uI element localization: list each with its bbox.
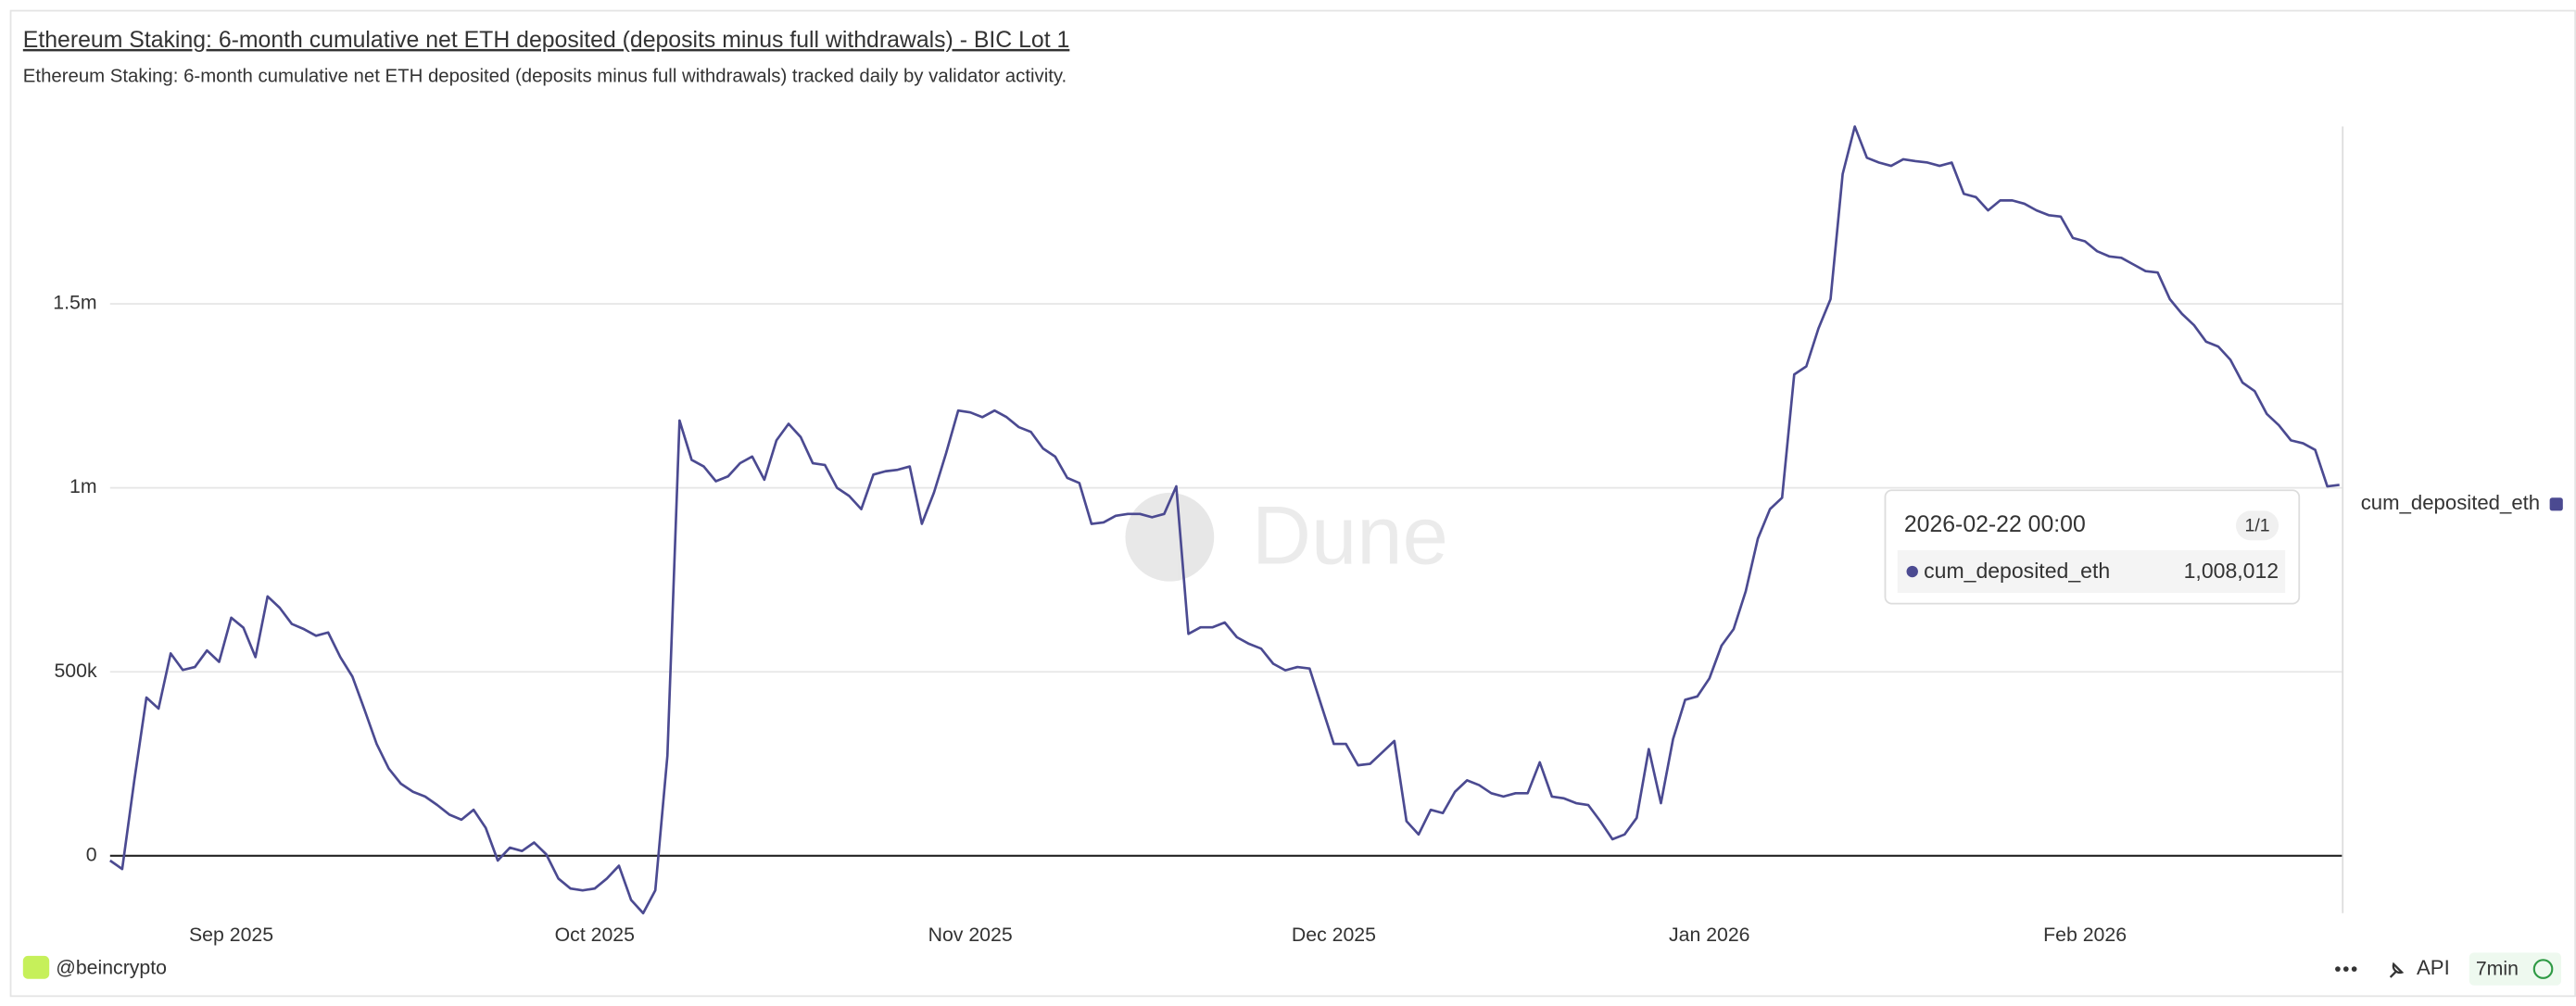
x-tick-label: Sep 2025 xyxy=(189,924,273,946)
y-tick-label: 1m xyxy=(69,475,97,497)
watermark-text: Dune xyxy=(1252,490,1448,582)
tooltip-counter: 1/1 xyxy=(2244,515,2269,535)
tooltip-title: 2026-02-22 00:00 xyxy=(1904,512,2086,537)
x-tick-label: Nov 2025 xyxy=(928,924,1013,946)
series-line xyxy=(109,125,2340,915)
api-icon xyxy=(2389,962,2405,978)
x-tick-label: Jan 2026 xyxy=(1669,924,1750,946)
y-tick-label: 1.5m xyxy=(53,292,96,314)
tooltip: 2026-02-22 00:00 1/1 cum_deposited_eth 1… xyxy=(1884,489,2301,605)
tooltip-counter-bg xyxy=(2235,510,2279,541)
x-tick-label: Dec 2025 xyxy=(1292,924,1376,946)
x-tick-label: Feb 2026 xyxy=(2043,924,2127,946)
plot-area: 0 500k 1m 1.5m Sep 2025 Oct 2025 Nov 2025 Dec 2… xyxy=(53,125,2343,946)
legend-label: cum_deposited_eth xyxy=(2361,491,2540,514)
tooltip-dot xyxy=(1906,565,1918,578)
refresh-text: 7min xyxy=(2476,958,2519,980)
y-tick-label: 500k xyxy=(54,660,96,682)
chart-title[interactable]: Ethereum Staking: 6-month cumulative net… xyxy=(23,28,1069,53)
x-tick-label: Oct 2025 xyxy=(555,924,635,946)
more-menu[interactable] xyxy=(2335,966,2357,972)
watermark: Dune xyxy=(1125,490,1448,582)
user-name[interactable]: @beincrypto xyxy=(56,957,167,979)
watermark-logo xyxy=(1125,492,1215,582)
chart-subtitle: Ethereum Staking: 6-month cumulative net… xyxy=(23,67,1067,87)
y-tick-label: 0 xyxy=(86,843,97,865)
tooltip-value: 1,008,012 xyxy=(2184,559,2279,583)
legend-swatch xyxy=(2549,497,2563,511)
refresh-icon xyxy=(2532,959,2554,979)
api-button[interactable]: API xyxy=(2417,956,2450,979)
user-logo xyxy=(22,955,50,979)
legend[interactable]: cum_deposited_eth xyxy=(2361,491,2563,514)
footer: @beincrypto API 7min xyxy=(22,952,2562,986)
tooltip-series: cum_deposited_eth xyxy=(1924,559,2110,583)
tooltip-row xyxy=(1897,549,2286,594)
